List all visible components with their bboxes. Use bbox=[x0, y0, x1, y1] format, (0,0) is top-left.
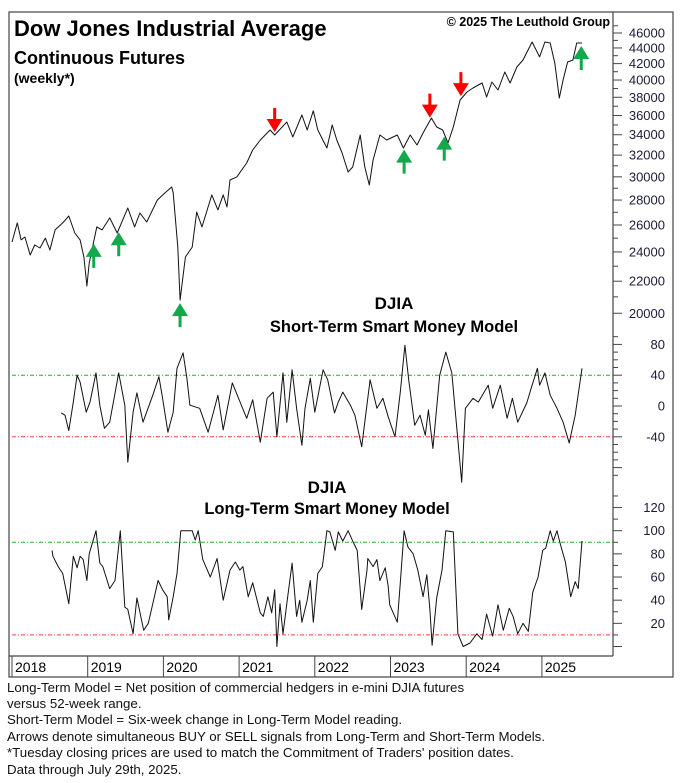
price-axis-label: 42000 bbox=[629, 56, 665, 71]
long-term-series-line bbox=[51, 530, 583, 647]
short-term-axis-label: 40 bbox=[651, 368, 665, 383]
price-axis-label: 44000 bbox=[629, 40, 665, 55]
price-axis-label: 32000 bbox=[629, 148, 665, 163]
year-label: 2020 bbox=[166, 659, 197, 675]
year-label: 2024 bbox=[469, 659, 500, 675]
long-term-axis-label: 80 bbox=[651, 546, 665, 561]
footnote-short-term: Short-Term Model = Six-week change in Lo… bbox=[7, 712, 403, 727]
long-term-axis-label: 60 bbox=[651, 570, 665, 585]
price-axis-label: 40000 bbox=[629, 73, 665, 88]
price-series-line bbox=[11, 41, 582, 301]
price-axis-label: 38000 bbox=[629, 90, 665, 105]
year-label: 2023 bbox=[394, 659, 425, 675]
sell-signal-arrow-icon bbox=[452, 72, 469, 97]
long-term-axis-label: 40 bbox=[651, 593, 665, 608]
year-label: 2025 bbox=[545, 659, 576, 675]
long-term-axis-label: 120 bbox=[643, 500, 665, 515]
buy-signal-arrow-icon bbox=[573, 46, 590, 71]
price-axis-label: 28000 bbox=[629, 193, 665, 208]
year-label: 2018 bbox=[15, 659, 46, 675]
year-label: 2019 bbox=[91, 659, 122, 675]
year-label: 2022 bbox=[318, 659, 349, 675]
buy-signal-arrow-icon bbox=[396, 149, 413, 174]
price-axis-label: 20000 bbox=[629, 306, 665, 321]
footnote-long-term-cont: versus 52-week range. bbox=[7, 696, 142, 711]
footnote-data-through: Data through July 29th, 2025. bbox=[7, 762, 182, 777]
buy-signal-arrow-icon bbox=[436, 136, 453, 161]
price-axis-label: 24000 bbox=[629, 244, 665, 259]
price-axis-label: 26000 bbox=[629, 217, 665, 232]
price-axis-label: 30000 bbox=[629, 169, 665, 184]
chart-frame bbox=[8, 11, 674, 678]
price-axis-label: 22000 bbox=[629, 274, 665, 289]
short-term-series-line bbox=[60, 344, 583, 483]
footnote-tuesday: *Tuesday closing prices are used to matc… bbox=[7, 745, 514, 760]
short-term-panel-title-2: Short-Term Smart Money Model bbox=[270, 318, 518, 336]
footnote-long-term: Long-Term Model = Net position of commer… bbox=[7, 680, 465, 695]
buy-signal-arrow-icon bbox=[172, 303, 189, 328]
short-term-axis-label: 0 bbox=[658, 399, 665, 414]
year-label: 2021 bbox=[242, 659, 273, 675]
short-term-panel-title-1: DJIA bbox=[375, 294, 414, 313]
price-axis-label: 46000 bbox=[629, 26, 665, 41]
sell-signal-arrow-icon bbox=[266, 108, 283, 133]
chart-title: Dow Jones Industrial Average bbox=[14, 16, 327, 41]
footnote-arrows: Arrows denote simultaneous BUY or SELL s… bbox=[7, 729, 546, 744]
buy-signal-arrow-icon bbox=[110, 232, 127, 257]
long-term-panel-title-1: DJIA bbox=[308, 478, 347, 497]
sell-signal-arrow-icon bbox=[421, 93, 438, 118]
copyright: © 2025 The Leuthold Group bbox=[447, 15, 611, 29]
long-term-panel-title-2: Long-Term Smart Money Model bbox=[204, 500, 449, 518]
short-term-axis-label: 80 bbox=[651, 337, 665, 352]
long-term-axis-label: 20 bbox=[651, 616, 665, 631]
price-axis-label: 36000 bbox=[629, 108, 665, 123]
short-term-axis-label: -40 bbox=[646, 429, 665, 444]
buy-signal-arrow-icon bbox=[85, 243, 102, 268]
chart-frequency: (weekly*) bbox=[14, 70, 75, 86]
chart-subtitle: Continuous Futures bbox=[14, 48, 185, 68]
price-axis-label: 34000 bbox=[629, 127, 665, 142]
long-term-axis-label: 100 bbox=[643, 523, 665, 538]
